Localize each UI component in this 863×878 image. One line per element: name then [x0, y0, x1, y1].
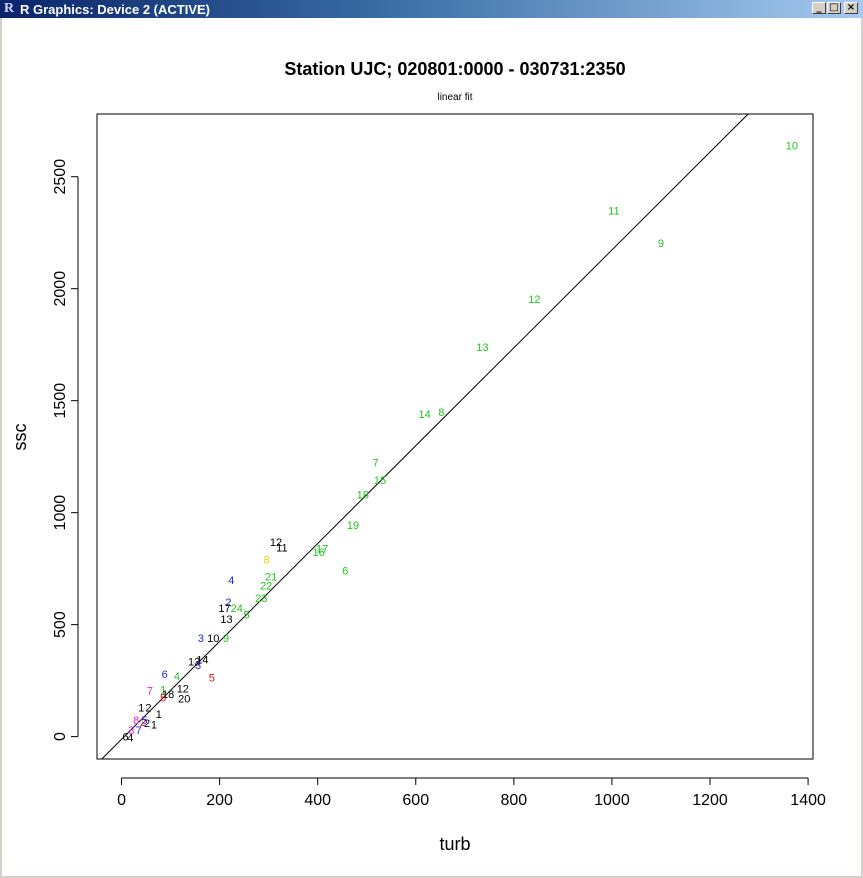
data-point-label: 1: [156, 709, 162, 721]
close-button[interactable]: ×: [844, 2, 858, 14]
x-axis: 0 200 400 600 800 1000 1200 1400: [117, 777, 826, 809]
data-point-label: 12: [177, 683, 189, 695]
data-point-label: 7: [372, 457, 378, 469]
plot-frame: [96, 113, 814, 760]
chart-title: Station UJC; 020801:0000 - 030731:2350: [284, 59, 625, 79]
y-tick-label: 2000: [52, 271, 69, 307]
data-point-label: 12: [528, 294, 540, 306]
data-point-label: 6: [122, 732, 128, 744]
maximize-button[interactable]: □: [827, 2, 841, 14]
plot-canvas: Station UJC; 020801:0000 - 030731:2350 l…: [2, 18, 861, 876]
x-tick-label: 200: [206, 792, 233, 809]
scatter-plot: Station UJC; 020801:0000 - 030731:2350 l…: [10, 59, 826, 854]
fit-line: [101, 113, 749, 760]
data-point-label: 5: [160, 692, 166, 704]
data-point-label: 8: [133, 715, 139, 727]
x-tick-label: 1400: [790, 792, 826, 809]
data-point-label: 4: [228, 575, 234, 587]
data-point-label: 18: [357, 490, 369, 502]
data-point-label: 3: [128, 725, 134, 737]
chart-subtitle: linear fit: [437, 92, 472, 103]
y-tick-label: 1000: [52, 495, 69, 531]
x-tick-label: 800: [500, 792, 527, 809]
fit-line-group: [101, 113, 749, 760]
data-point-label: 19: [347, 520, 359, 532]
data-point-label: 11: [276, 542, 287, 554]
data-point-label: 20: [178, 694, 190, 706]
y-tick-label: 2500: [52, 159, 69, 195]
x-axis-label: turb: [439, 834, 470, 854]
title-bar[interactable]: R R Graphics: Device 2 (ACTIVE) _ □ ×: [0, 0, 863, 18]
data-point-label: 2: [145, 702, 151, 714]
data-point-label: 23: [255, 593, 267, 605]
data-point-label: 14: [196, 654, 208, 666]
x-tick-label: 600: [402, 792, 429, 809]
data-point-label: 1: [138, 702, 144, 714]
data-point-label: 1: [151, 719, 157, 731]
r-logo-icon: R: [3, 1, 15, 16]
data-point-label: 11: [608, 205, 619, 217]
data-point-label: 2: [144, 718, 150, 730]
data-point-label: 8: [264, 555, 270, 567]
data-point-label: 4: [127, 733, 133, 745]
data-point-label: 3: [195, 660, 201, 672]
data-point-label: 5: [142, 715, 148, 727]
data-point-label: 13: [220, 614, 232, 626]
data-point-label: 12: [270, 537, 282, 549]
data-point-label: 7: [147, 686, 153, 698]
data-point-label: 18: [162, 689, 174, 701]
x-tick-label: 400: [304, 792, 331, 809]
data-point-label: 22: [260, 580, 272, 592]
data-point-label: 6: [342, 565, 348, 577]
data-point-label: 6: [162, 669, 168, 681]
x-tick-label: 1000: [594, 792, 630, 809]
data-point-label: 5: [244, 610, 250, 622]
data-point-label: 17: [218, 603, 230, 615]
minimize-button[interactable]: _: [812, 2, 826, 14]
y-tick-label: 1500: [52, 383, 69, 419]
x-tick-label: 1200: [692, 792, 728, 809]
data-point-label: 2: [140, 717, 146, 729]
data-point-label: 7: [136, 725, 142, 737]
data-point-label: 14: [418, 409, 430, 421]
data-point-label: 10: [207, 633, 219, 645]
data-point-label: 15: [374, 475, 386, 487]
data-point-label: 10: [786, 140, 798, 152]
data-point-label: 24: [231, 603, 243, 615]
y-axis-label: ssc: [10, 424, 30, 451]
data-point-label: 2: [225, 597, 231, 609]
y-tick-label: 500: [52, 611, 69, 638]
x-tick-label: 0: [117, 792, 126, 809]
data-point-label: 17: [316, 543, 328, 555]
data-point-label: 9: [223, 633, 229, 645]
data-point-label: 8: [438, 407, 444, 419]
data-point-label: 5: [209, 672, 215, 684]
data-point-label: 13: [476, 342, 488, 354]
data-point-label: 4: [174, 671, 180, 683]
y-tick-label: 0: [52, 732, 69, 741]
data-point-label: 1: [160, 685, 166, 697]
window-title: R Graphics: Device 2 (ACTIVE): [20, 1, 210, 17]
y-axis: 0 500 1000 1500 2000 2500: [52, 159, 79, 741]
data-point-label: 21: [265, 571, 277, 583]
data-point-label: 9: [658, 238, 664, 250]
data-point-label: 13: [188, 657, 200, 669]
data-point-label: 3: [198, 633, 204, 645]
data-point-label: 16: [313, 547, 325, 559]
